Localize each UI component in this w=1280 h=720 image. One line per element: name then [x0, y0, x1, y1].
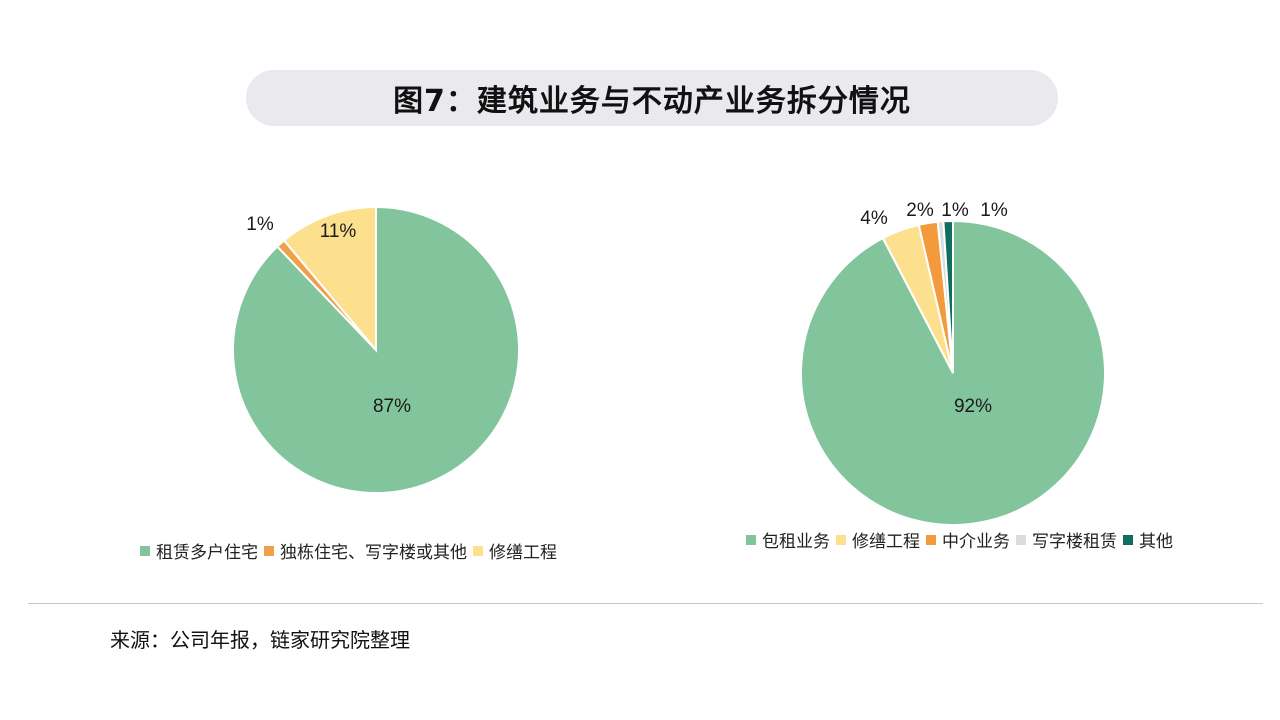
legend-label: 写字楼租赁	[1032, 532, 1117, 552]
pie-slice	[942, 219, 954, 374]
slice-label: 92%	[954, 396, 992, 417]
chart-title-banner: 图7：建筑业务与不动产业务拆分情况	[246, 70, 1058, 126]
legend-item: 独栋住宅、写字楼或其他	[264, 538, 467, 563]
pie-0: 87% 1% 11%	[232, 205, 520, 494]
legend-item: 修缮工程	[836, 527, 920, 552]
legend-swatch-icon	[1123, 534, 1133, 545]
source-note: 来源：公司年报，链家研究院整理	[110, 628, 410, 652]
legend-label: 其他	[1139, 532, 1173, 552]
legend-swatch-icon	[1016, 534, 1026, 545]
legend-swatch-icon	[926, 534, 936, 545]
slice-label: 87%	[373, 396, 411, 417]
slice-label: 2%	[906, 200, 934, 221]
legend-item: 写字楼租赁	[1016, 527, 1117, 552]
pie-slice	[800, 219, 1106, 526]
legend-swatch-icon	[264, 545, 274, 556]
legend-swatch-icon	[746, 534, 756, 545]
legend-item: 修缮工程	[473, 538, 557, 563]
legend-swatch-icon	[140, 545, 150, 556]
slice-label: 1%	[941, 200, 969, 221]
divider-line	[28, 603, 1263, 604]
legend-item: 包租业务	[746, 527, 830, 552]
pie-slice	[282, 205, 377, 353]
legend-label: 中介业务	[942, 532, 1010, 552]
legend-label: 包租业务	[762, 532, 830, 552]
legend-item: 中介业务	[926, 527, 1010, 552]
pie-1: 92% 4% 2% 1% 1%	[800, 200, 1106, 526]
legend-item: 租赁多户住宅	[140, 538, 258, 563]
legend-label: 租赁多户住宅	[156, 543, 258, 563]
legend-label: 独栋住宅、写字楼或其他	[280, 543, 467, 563]
slice-label: 11%	[320, 221, 357, 242]
legend-swatch-icon	[836, 534, 846, 545]
legend-label: 修缮工程	[852, 532, 920, 552]
legend-right: 包租业务 修缮工程 中介业务 写字楼租赁 其他	[746, 527, 1179, 552]
legend-left: 租赁多户住宅 独栋住宅、写字楼或其他 修缮工程	[140, 538, 563, 563]
legend-label: 修缮工程	[489, 543, 557, 563]
slice-label: 1%	[980, 200, 1008, 221]
chart-title: 图7：建筑业务与不动产业务拆分情况	[393, 84, 911, 119]
legend-swatch-icon	[473, 545, 483, 556]
legend-item: 其他	[1123, 527, 1173, 552]
slice-label: 4%	[860, 208, 888, 229]
slice-label: 1%	[246, 214, 274, 235]
